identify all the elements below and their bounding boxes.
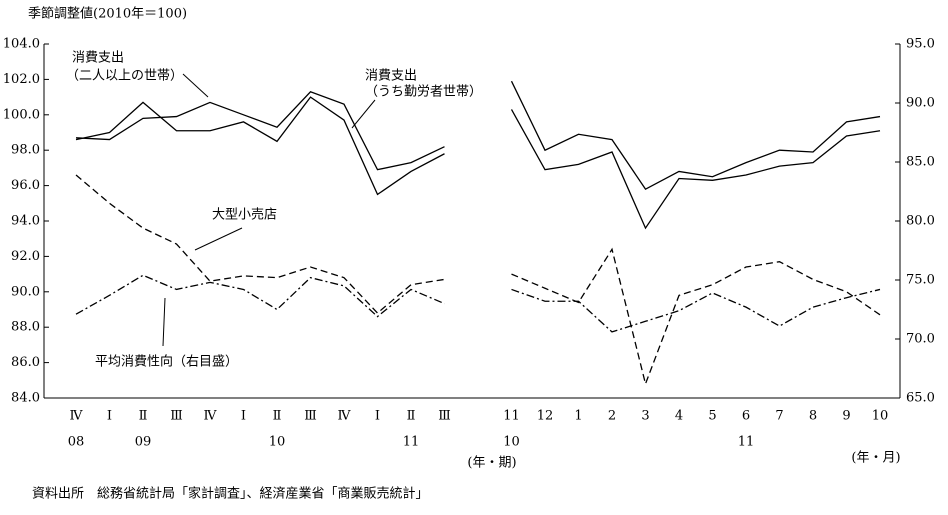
annotation-arrow xyxy=(194,227,243,251)
y-tick-label: 102.0 xyxy=(3,72,40,87)
series-label: （うち勤労者世帯） xyxy=(365,85,482,100)
x-group-label: 11 xyxy=(738,435,755,450)
y-tick-label: 92.0 xyxy=(11,249,40,264)
x-tick-label: Ⅰ xyxy=(375,409,380,424)
y-tick-label: 104.0 xyxy=(3,37,40,52)
y-tick-label: 86.0 xyxy=(11,355,40,370)
x-tick-label: Ⅰ xyxy=(241,409,246,424)
series-line xyxy=(75,80,881,190)
x-tick-label: 12 xyxy=(537,409,554,424)
series-line xyxy=(75,96,881,230)
series-line xyxy=(75,274,881,333)
y2-tick-label: 70.0 xyxy=(906,332,935,347)
x-group-label: 08 xyxy=(68,435,85,450)
x-tick-label: 7 xyxy=(775,409,783,424)
x-tick-label: Ⅱ xyxy=(407,409,416,424)
x-tick-label: Ⅳ xyxy=(70,409,84,424)
y2-tick-label: 95.0 xyxy=(906,37,935,52)
x-tick-label: 4 xyxy=(675,409,683,424)
y-tick-label: 100.0 xyxy=(3,107,40,122)
x-tick-label: 11 xyxy=(503,409,520,424)
annotation-arrow xyxy=(162,297,166,347)
x-unit-label: (年・月) xyxy=(851,451,900,466)
x-tick-label: 5 xyxy=(708,409,716,424)
source-note: 資料出所 総務省統計局「家計調査」、経済産業省「商業販売統計」 xyxy=(32,486,429,502)
x-tick-label: 9 xyxy=(842,409,850,424)
x-group-label: 09 xyxy=(135,435,152,450)
series-label: 消費支出 xyxy=(365,69,417,84)
x-group-label: 10 xyxy=(503,435,520,450)
y-tick-label: 84.0 xyxy=(11,391,40,406)
series-label: 平均消費性向（右目盛） xyxy=(95,354,238,370)
x-tick-label: 10 xyxy=(872,409,889,424)
series-line xyxy=(75,174,881,387)
x-tick-label: Ⅳ xyxy=(338,409,352,424)
x-tick-label: 8 xyxy=(809,409,817,424)
series-label: 消費支出 xyxy=(72,51,124,66)
x-tick-label: Ⅲ xyxy=(304,409,317,424)
y2-tick-label: 85.0 xyxy=(906,155,935,170)
y2-tick-label: 80.0 xyxy=(906,214,935,229)
x-tick-label: Ⅱ xyxy=(139,409,148,424)
y-tick-label: 88.0 xyxy=(11,320,40,335)
y-axis-title: 季節調整値(2010年＝100) xyxy=(28,6,187,22)
y2-tick-label: 75.0 xyxy=(906,273,935,288)
x-tick-label: Ⅲ xyxy=(170,409,183,424)
x-tick-label: 2 xyxy=(608,409,616,424)
y-tick-label: 90.0 xyxy=(11,284,40,299)
x-tick-label: 3 xyxy=(641,409,649,424)
annotation-arrow xyxy=(182,73,209,98)
y2-tick-label: 90.0 xyxy=(906,96,935,111)
y-tick-label: 96.0 xyxy=(11,178,40,193)
y-tick-label: 94.0 xyxy=(11,214,40,229)
x-tick-label: 1 xyxy=(574,409,582,424)
x-group-label: 10 xyxy=(269,435,286,450)
x-tick-label: Ⅰ xyxy=(107,409,112,424)
series-label: 大型小売店 xyxy=(212,207,277,223)
annotation-arrow xyxy=(351,99,376,129)
x-tick-label: Ⅱ xyxy=(273,409,282,424)
series-label: （二人以上の世帯） xyxy=(66,69,183,84)
y-tick-label: 98.0 xyxy=(11,143,40,158)
x-group-label: 11 xyxy=(403,435,420,450)
x-tick-label: 6 xyxy=(742,409,750,424)
x-unit-label: (年・期) xyxy=(467,456,516,471)
x-tick-label: Ⅲ xyxy=(438,409,451,424)
x-tick-label: Ⅳ xyxy=(204,409,218,424)
y2-tick-label: 65.0 xyxy=(906,391,935,406)
